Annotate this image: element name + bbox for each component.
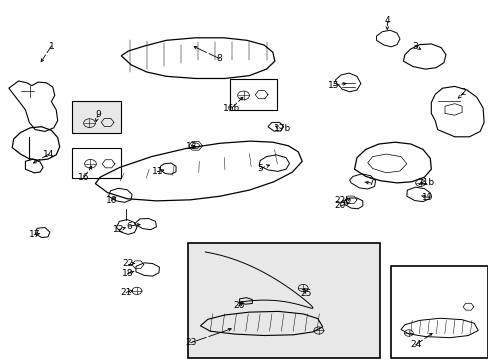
Text: 6: 6 [126, 222, 132, 231]
Text: 10: 10 [105, 196, 117, 205]
Text: 17b: 17b [273, 124, 290, 133]
Text: 17: 17 [28, 230, 40, 239]
Text: 1: 1 [48, 41, 54, 50]
Text: 19: 19 [421, 193, 432, 202]
Text: 24: 24 [409, 341, 421, 349]
Text: 18: 18 [122, 269, 134, 278]
Text: 12: 12 [112, 225, 124, 234]
Text: 23: 23 [184, 338, 196, 347]
Text: 16b: 16b [223, 104, 240, 112]
Text: 21b: 21b [417, 178, 434, 187]
Bar [72, 101, 121, 133]
Text: 15: 15 [327, 81, 339, 90]
Bar [229, 79, 276, 110]
Text: 9: 9 [95, 110, 101, 119]
Text: 13: 13 [186, 143, 198, 152]
Text: 7: 7 [367, 178, 373, 187]
Text: 21: 21 [120, 288, 132, 297]
Text: 16: 16 [78, 173, 90, 181]
Text: 22b: 22b [334, 196, 351, 205]
Text: 2: 2 [460, 88, 466, 97]
Text: 4: 4 [384, 16, 389, 25]
Bar [390, 266, 487, 358]
Text: 5: 5 [257, 164, 263, 173]
Text: 11: 11 [151, 167, 163, 176]
Text: 14: 14 [43, 150, 55, 158]
Bar [188, 243, 380, 358]
Text: 20: 20 [334, 202, 346, 210]
Bar [72, 148, 121, 178]
Text: 25: 25 [299, 289, 311, 298]
Text: 8: 8 [216, 54, 222, 63]
Text: 22: 22 [122, 259, 134, 268]
Text: 3: 3 [411, 41, 417, 50]
Text: 26: 26 [232, 302, 244, 310]
